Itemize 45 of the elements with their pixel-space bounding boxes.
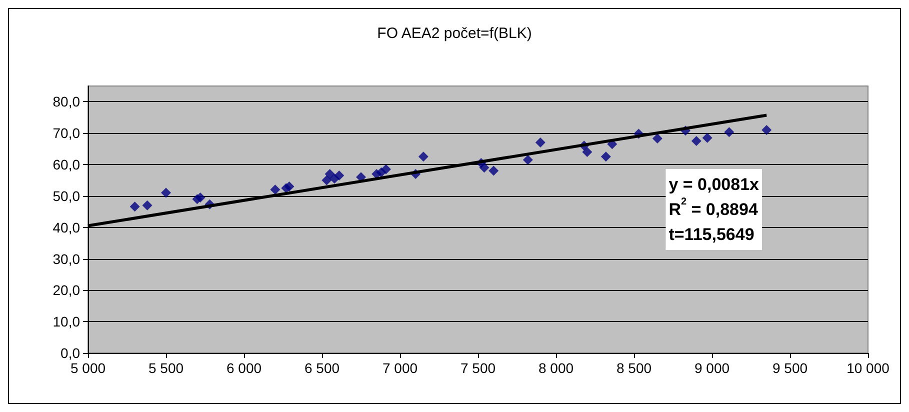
point (130, 202, 140, 212)
point (488, 166, 499, 176)
point (380, 164, 391, 174)
x-tick-label: 5 500 (148, 360, 184, 376)
point (535, 138, 546, 148)
annotation: y = 0,0081x (668, 175, 760, 194)
y-tick-label: 80,0 (52, 94, 80, 110)
point (161, 188, 171, 198)
point (522, 154, 533, 165)
y-tick-label: 0,0 (60, 345, 80, 361)
x-tick-label: 10 000 (846, 360, 890, 376)
point (582, 146, 592, 157)
chart-title: FO AEA2 počet=f(BLK) (377, 25, 532, 42)
x-tick-label: 7 500 (460, 360, 496, 376)
point (334, 170, 344, 181)
y-tick-label: 30,0 (52, 250, 80, 267)
point (142, 200, 152, 210)
annotation: t=115,5649 (668, 225, 754, 244)
point (284, 182, 294, 192)
point (418, 152, 428, 162)
x-tick-label: 6 000 (226, 360, 262, 376)
point (600, 152, 611, 162)
point (762, 124, 772, 135)
x-tick-label: 9 500 (772, 360, 808, 376)
x-tick-label: 9 000 (694, 360, 730, 376)
x-tick-label: 8 000 (538, 360, 574, 376)
y-tick-label: 70,0 (52, 125, 80, 142)
y-tick-label: 10,0 (52, 314, 80, 330)
point (322, 175, 332, 186)
y-tick-label: 40,0 (52, 219, 80, 236)
y-tick-label: 60,0 (52, 156, 80, 173)
x-tick-label: 8 500 (616, 360, 652, 376)
y-tick-label: 50,0 (52, 188, 80, 204)
x-tick-label: 5 000 (70, 360, 106, 376)
point (195, 192, 206, 203)
x-tick-label: 7 000 (382, 360, 418, 376)
point (702, 132, 712, 143)
point (324, 168, 335, 179)
point (270, 184, 280, 195)
point (691, 136, 702, 146)
x-tick-label: 6 500 (304, 360, 340, 376)
point (724, 127, 734, 138)
y-tick-label: 20,0 (52, 282, 80, 298)
point (652, 133, 662, 144)
point (479, 162, 490, 173)
